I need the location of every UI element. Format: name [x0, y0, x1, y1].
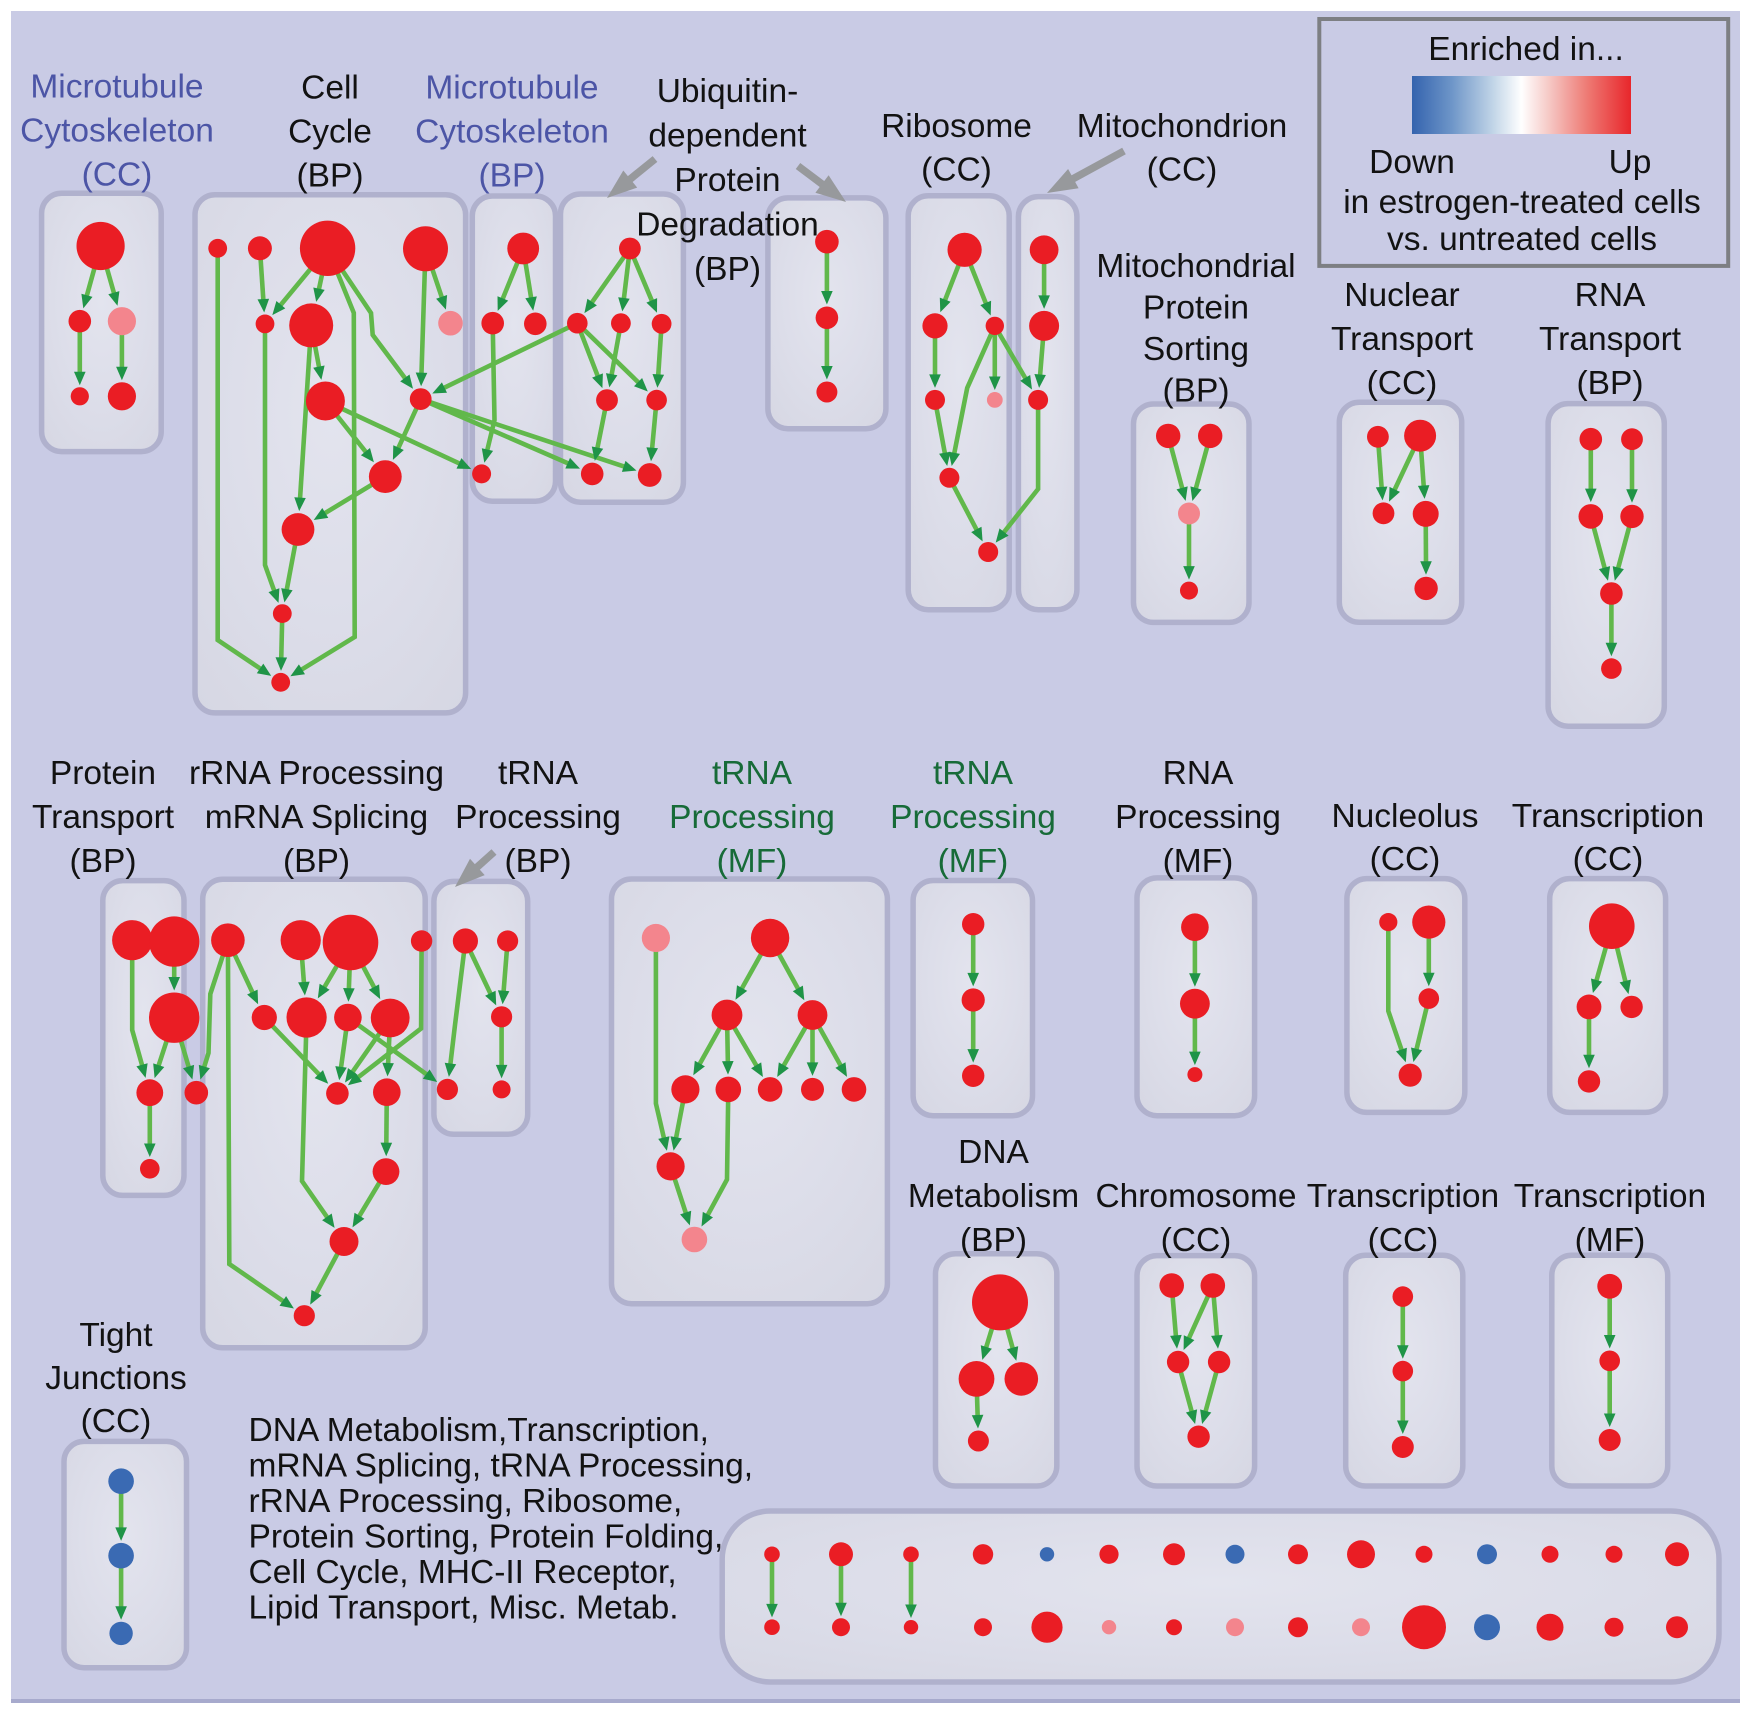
svg-text:Degradation: Degradation: [636, 207, 819, 244]
svg-text:Mitochondrial: Mitochondrial: [1096, 248, 1295, 285]
svg-text:dependent: dependent: [648, 118, 807, 155]
svg-text:(CC): (CC): [1147, 152, 1218, 189]
svg-text:tRNA: tRNA: [712, 755, 793, 792]
svg-text:RNA: RNA: [1163, 755, 1234, 792]
svg-text:Microtubule: Microtubule: [425, 70, 598, 107]
svg-text:(BP): (BP): [1163, 373, 1230, 410]
svg-text:Protein: Protein: [50, 755, 156, 792]
svg-text:Transport: Transport: [1539, 321, 1682, 358]
svg-text:Tight: Tight: [79, 1317, 153, 1354]
svg-text:Ribosome: Ribosome: [881, 108, 1032, 145]
svg-text:tRNA: tRNA: [933, 755, 1014, 792]
svg-text:Transport: Transport: [1331, 321, 1474, 358]
svg-text:mRNA Splicing: mRNA Splicing: [205, 799, 428, 836]
svg-text:(BP): (BP): [70, 843, 137, 880]
svg-text:in estrogen-treated cells: in estrogen-treated cells: [1343, 184, 1701, 221]
svg-text:Microtubule: Microtubule: [30, 69, 203, 106]
svg-text:Junctions: Junctions: [45, 1360, 187, 1397]
svg-text:(MF): (MF): [717, 843, 788, 880]
svg-text:(MF): (MF): [1163, 843, 1234, 880]
svg-text:(CC): (CC): [1573, 841, 1644, 878]
svg-text:Cell: Cell: [301, 70, 359, 107]
svg-text:Down: Down: [1369, 144, 1455, 181]
svg-text:Processing: Processing: [1115, 799, 1281, 836]
svg-text:Transcription: Transcription: [1307, 1178, 1499, 1215]
svg-text:vs. untreated cells: vs. untreated cells: [1387, 221, 1657, 258]
svg-text:Sorting: Sorting: [1143, 331, 1249, 368]
svg-text:Nuclear: Nuclear: [1344, 277, 1459, 314]
svg-text:Cycle: Cycle: [288, 114, 372, 151]
svg-text:(CC): (CC): [921, 152, 992, 189]
svg-text:(BP): (BP): [1577, 365, 1644, 402]
svg-text:Enriched in...: Enriched in...: [1428, 31, 1624, 68]
svg-text:Metabolism: Metabolism: [908, 1178, 1079, 1215]
svg-text:Protein: Protein: [1143, 290, 1249, 327]
svg-text:Protein: Protein: [674, 162, 780, 199]
svg-text:(BP): (BP): [960, 1222, 1027, 1259]
svg-text:(CC): (CC): [1161, 1222, 1232, 1259]
svg-text:(CC): (CC): [1368, 1222, 1439, 1259]
svg-text:(CC): (CC): [1370, 841, 1441, 878]
svg-text:Up: Up: [1609, 144, 1652, 181]
svg-text:mRNA Splicing, tRNA Processing: mRNA Splicing, tRNA Processing,: [249, 1448, 754, 1485]
svg-text:DNA Metabolism,Transcription,: DNA Metabolism,Transcription,: [249, 1412, 709, 1449]
svg-text:Cytoskeleton: Cytoskeleton: [415, 114, 609, 151]
svg-text:Mitochondrion: Mitochondrion: [1077, 108, 1287, 145]
svg-text:Processing: Processing: [669, 799, 835, 836]
svg-text:Lipid Transport, Misc. Metab.: Lipid Transport, Misc. Metab.: [249, 1590, 679, 1627]
svg-text:Transcription: Transcription: [1514, 1178, 1706, 1215]
svg-text:(MF): (MF): [938, 843, 1009, 880]
svg-text:Transcription: Transcription: [1512, 798, 1704, 835]
svg-text:Cell Cycle, MHC-II Receptor,: Cell Cycle, MHC-II Receptor,: [249, 1554, 677, 1591]
svg-text:Nucleolus: Nucleolus: [1331, 798, 1478, 835]
svg-text:tRNA: tRNA: [498, 755, 579, 792]
svg-text:Processing: Processing: [890, 799, 1056, 836]
svg-text:Chromosome: Chromosome: [1095, 1178, 1296, 1215]
svg-text:(BP): (BP): [479, 158, 546, 195]
svg-text:(CC): (CC): [82, 157, 153, 194]
svg-text:(CC): (CC): [81, 1403, 152, 1440]
svg-text:(BP): (BP): [283, 843, 350, 880]
svg-text:(CC): (CC): [1367, 365, 1438, 402]
svg-text:RNA: RNA: [1575, 277, 1646, 314]
svg-text:(BP): (BP): [505, 843, 572, 880]
svg-text:rRNA Processing: rRNA Processing: [189, 755, 444, 792]
svg-text:Cytoskeleton: Cytoskeleton: [20, 113, 214, 150]
svg-text:Ubiquitin-: Ubiquitin-: [657, 73, 799, 110]
svg-text:Transport: Transport: [32, 799, 175, 836]
svg-text:Protein Sorting, Protein Foldi: Protein Sorting, Protein Folding,: [249, 1519, 724, 1556]
svg-text:(BP): (BP): [694, 251, 761, 288]
svg-text:Processing: Processing: [455, 799, 621, 836]
svg-text:rRNA Processing, Ribosome,: rRNA Processing, Ribosome,: [249, 1483, 683, 1520]
svg-text:(MF): (MF): [1575, 1222, 1646, 1259]
svg-text:(BP): (BP): [297, 158, 364, 195]
svg-text:DNA: DNA: [958, 1134, 1029, 1171]
